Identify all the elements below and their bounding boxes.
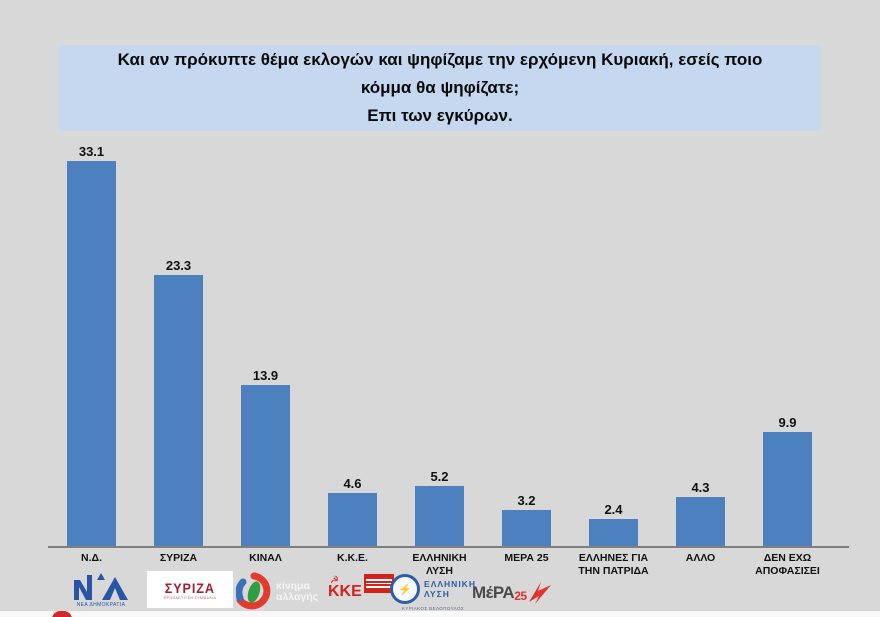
bar bbox=[589, 519, 638, 547]
nea-dimokratia-logo: ΝΕΑ ΔΗΜΟΚΡΑΤΙΑ bbox=[62, 573, 140, 608]
bar bbox=[154, 275, 203, 547]
bar-value-label: 5.2 bbox=[430, 469, 449, 485]
category-label: ΣΥΡΙΖΑ bbox=[159, 552, 198, 564]
bar-value-label: 2.4 bbox=[604, 502, 623, 517]
bar-column: 33.1 bbox=[48, 139, 135, 547]
bar bbox=[67, 161, 116, 547]
mera25-logo: ΜέΡΑ25 bbox=[472, 578, 562, 608]
elliniki-lysi-logo: ⚡ ΕΛΛΗΝΙΚΗ ΛΥΣΗ ΚΥΡΙΑΚΟΣ ΒΕΛΟΠΟΥΛΟΣ bbox=[390, 574, 476, 611]
category-label: ΜΕΡΑ 25 bbox=[504, 552, 549, 564]
bar-value-label: 13.9 bbox=[252, 368, 279, 383]
cropped-logo-fragment bbox=[52, 611, 72, 617]
bar-column: 9.9 bbox=[744, 139, 831, 547]
bar-value-label: 4.6 bbox=[343, 476, 362, 492]
bar-column: 4.3 bbox=[657, 139, 744, 547]
elliniki-lysi-compass-icon: ⚡ bbox=[390, 574, 421, 604]
bar-column: 13.9 bbox=[222, 139, 309, 547]
syriza-caption: ΠΡΟΟΔΕΥΤΙΚΗ ΣΥΜΜΑΧΙΑ bbox=[163, 595, 217, 600]
bar-value-label: 9.9 bbox=[778, 414, 797, 430]
bar-column: 4.6 bbox=[309, 139, 396, 547]
bar bbox=[241, 385, 290, 547]
kke-wordmark: ΚΚΕ bbox=[328, 583, 362, 600]
category-label: ΑΛΛΟ bbox=[685, 552, 716, 564]
hammer-sickle-icon: ☭ bbox=[330, 575, 339, 586]
syriza-logo: ΣΥΡΙΖΑ ΠΡΟΟΔΕΥΤΙΚΗ ΣΥΜΜΑΧΙΑ bbox=[147, 571, 233, 608]
x-axis-category-labels: Ν.Δ. ΣΥΡΙΖΑ ΚΙΝΑΛ Κ.Κ.Ε. ΕΛΛΗΝΙΚΗ ΛΥΣΗ ΜΕΡΑ 2… bbox=[48, 552, 831, 578]
syriza-wordmark: ΣΥΡΙΖΑ bbox=[164, 579, 216, 596]
elliniki-lysi-caption: ΚΥΡΙΑΚΟΣ ΒΕΛΟΠΟΥΛΟΣ bbox=[401, 606, 465, 611]
bar-value-label: 33.1 bbox=[78, 144, 105, 160]
x-axis-line bbox=[48, 546, 849, 548]
category-label: ΕΛΛΗΝΙΚΗ ΛΥΣΗ bbox=[412, 552, 467, 577]
nea-dimokratia-caption: ΝΕΑ ΔΗΜΟΚΡΑΤΙΑ bbox=[76, 602, 126, 608]
chart-title-box: Και αν πρόκυπτε θέμα εκλογών και ψηφίζαμ… bbox=[59, 45, 821, 131]
bar-column: 2.4 bbox=[570, 139, 657, 547]
category-label: ΔΕΝ ΕΧΩ ΑΠΟΦΑΣΙΣΕΙ bbox=[755, 552, 820, 577]
bar-chart-plot-area: 33.1 23.3 13.9 4.6 5.2 3.2 2.4 4.3 9.9 bbox=[48, 139, 831, 547]
kinima-allagis-logo: κίνημα αλλαγής bbox=[236, 572, 332, 612]
mera25-bird-icon bbox=[528, 582, 551, 604]
bar bbox=[502, 509, 551, 547]
bar-value-label: 23.3 bbox=[165, 258, 192, 274]
chart-title: Και αν πρόκυπτε θέμα εκλογών και ψηφίζαμ… bbox=[117, 50, 763, 125]
category-label: Κ.Κ.Ε. bbox=[337, 552, 368, 564]
kke-logo: ☭ ΚΚΕ bbox=[328, 574, 394, 600]
category-label: ΕΛΛΗΝΕΣ ΓΙΑ ΤΗΝ ΠΑΤΡΙΔΑ bbox=[578, 552, 649, 577]
bar-value-label: 4.3 bbox=[691, 479, 710, 495]
bar-column: 5.2 bbox=[396, 139, 483, 547]
lightning-icon: ⚡ bbox=[398, 583, 412, 596]
category-label: Ν.Δ. bbox=[81, 552, 102, 564]
kinima-allagis-flower-icon bbox=[236, 572, 271, 610]
bar-column: 3.2 bbox=[483, 139, 570, 547]
bar bbox=[676, 496, 725, 547]
mera25-wordmark: ΜέΡΑ25 bbox=[472, 583, 527, 603]
bottom-strip bbox=[0, 611, 880, 617]
nea-dimokratia-mark-icon bbox=[74, 573, 128, 600]
kinima-allagis-wordmark: κίνημα αλλαγής bbox=[276, 580, 319, 603]
category-label: ΚΙΝΑΛ bbox=[249, 552, 282, 564]
bar-value-label: 3.2 bbox=[517, 492, 536, 508]
bar-column: 23.3 bbox=[135, 139, 222, 547]
bar bbox=[763, 431, 812, 547]
elliniki-lysi-wordmark: ΕΛΛΗΝΙΚΗ ΛΥΣΗ bbox=[424, 579, 476, 599]
kke-banner-icon bbox=[363, 574, 394, 593]
bar bbox=[415, 486, 464, 547]
bar bbox=[328, 493, 377, 547]
